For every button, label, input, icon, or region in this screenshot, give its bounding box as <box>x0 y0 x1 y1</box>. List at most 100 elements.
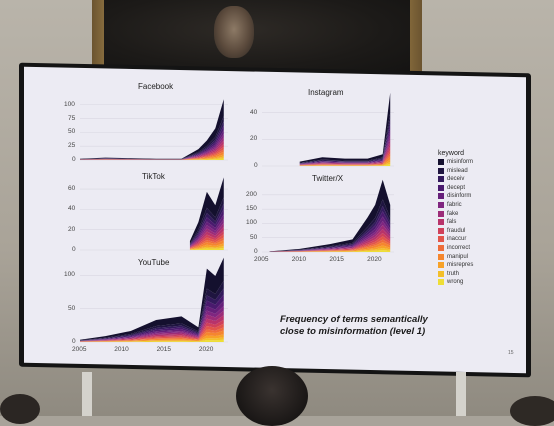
chart-title: Twitter/X <box>312 174 344 183</box>
charts-svg <box>80 92 394 343</box>
legend-swatch <box>438 245 444 251</box>
area-band <box>189 243 224 250</box>
display-stand-left <box>82 372 92 416</box>
area-band <box>80 315 224 342</box>
legend-swatch <box>438 202 444 208</box>
portrait-face <box>214 6 254 58</box>
area-band <box>189 230 224 249</box>
audience-head-left <box>0 394 40 424</box>
area-band <box>80 310 224 342</box>
legend-label: incorrect <box>447 245 471 251</box>
y-tick-label: 0 <box>72 156 76 163</box>
legend-item: fraudul <box>438 227 466 234</box>
area-band <box>299 153 391 166</box>
area-band <box>189 240 224 250</box>
chart-title: YouTube <box>138 258 170 267</box>
x-tick-label: 2010 <box>291 256 307 263</box>
legend-label: misinform <box>447 159 474 165</box>
area-band <box>189 246 224 250</box>
area-band <box>299 159 391 166</box>
area-band <box>299 112 391 164</box>
legend-label: fabric <box>447 202 462 208</box>
y-tick-label: 50 <box>250 233 258 241</box>
legend-swatch <box>438 270 444 277</box>
legend-label: inaccur <box>447 236 467 243</box>
legend-swatch <box>438 262 444 269</box>
area-band <box>80 280 224 341</box>
legend-swatch <box>438 159 444 165</box>
legend-label: manipul <box>447 253 469 260</box>
portrait-painting <box>104 0 410 74</box>
legend-item: manipul <box>438 253 469 260</box>
legend-swatch <box>438 227 444 234</box>
legend-label: fals <box>447 219 457 226</box>
legend-label: truth <box>447 270 460 277</box>
area-band <box>299 119 391 164</box>
area-band <box>189 226 224 248</box>
legend-item: misrepres <box>438 262 473 269</box>
area-band <box>269 242 391 252</box>
legend-item: mislead <box>438 167 468 174</box>
area-band <box>80 319 224 342</box>
chart-title: Facebook <box>138 82 174 91</box>
area-band <box>269 248 391 252</box>
area-band <box>80 330 224 342</box>
area-band <box>299 162 391 166</box>
legend-item: truth <box>438 270 460 277</box>
area-band <box>80 294 224 341</box>
y-tick-label: 0 <box>72 338 76 345</box>
chart-title: Instagram <box>308 88 344 97</box>
area-band <box>80 300 224 342</box>
legend-swatch <box>438 236 444 243</box>
area-band <box>80 327 224 342</box>
legend-label: wrong <box>447 279 464 286</box>
legend-item: fake <box>438 210 459 217</box>
legend-label: fraudul <box>447 227 466 234</box>
legend-item: fabric <box>438 202 462 208</box>
legend-title: keyword <box>438 150 465 157</box>
area-band <box>269 245 391 252</box>
y-tick-label: 150 <box>246 205 257 213</box>
area-band <box>189 222 224 248</box>
page-number: 15 <box>508 350 514 356</box>
x-tick-label: 2010 <box>114 346 129 353</box>
legend-item: inaccur <box>438 236 467 243</box>
y-tick-label: 20 <box>68 225 76 233</box>
y-tick-label: 0 <box>254 248 258 255</box>
legend-label: decept <box>447 184 466 191</box>
y-tick-label: 20 <box>250 135 258 143</box>
audience-head-right <box>510 396 554 426</box>
x-tick-label: 2020 <box>198 346 214 353</box>
area-band <box>299 138 391 165</box>
x-tick-label: 2005 <box>72 346 87 353</box>
area-band <box>299 150 391 166</box>
legend-label: fake <box>447 210 459 217</box>
area-band <box>299 146 391 166</box>
x-tick-label: 2005 <box>254 256 269 263</box>
legend-swatch <box>438 279 444 286</box>
legend-swatch <box>438 210 444 217</box>
area-band <box>80 305 224 342</box>
legend-label: deceiv <box>447 176 465 183</box>
area-band <box>299 142 391 165</box>
legend-item: misinform <box>438 159 473 165</box>
y-tick-label: 200 <box>246 190 257 198</box>
area-band <box>189 234 224 249</box>
area-band <box>269 179 391 252</box>
area-band <box>80 288 224 341</box>
legend-swatch <box>438 219 444 226</box>
x-tick-label: 2015 <box>329 256 344 263</box>
area-band <box>299 156 391 166</box>
legend-swatch <box>438 176 444 183</box>
area-band <box>189 248 224 250</box>
legend-label: mislead <box>447 167 468 174</box>
legend-swatch <box>438 184 444 191</box>
x-tick-label: 2015 <box>156 346 172 353</box>
area-band <box>189 237 224 249</box>
y-tick-label: 50 <box>68 304 76 312</box>
legend-label: disinform <box>447 193 472 200</box>
area-band <box>299 124 391 164</box>
legend-item: incorrect <box>438 245 470 251</box>
x-tick-label: 2020 <box>367 256 382 263</box>
